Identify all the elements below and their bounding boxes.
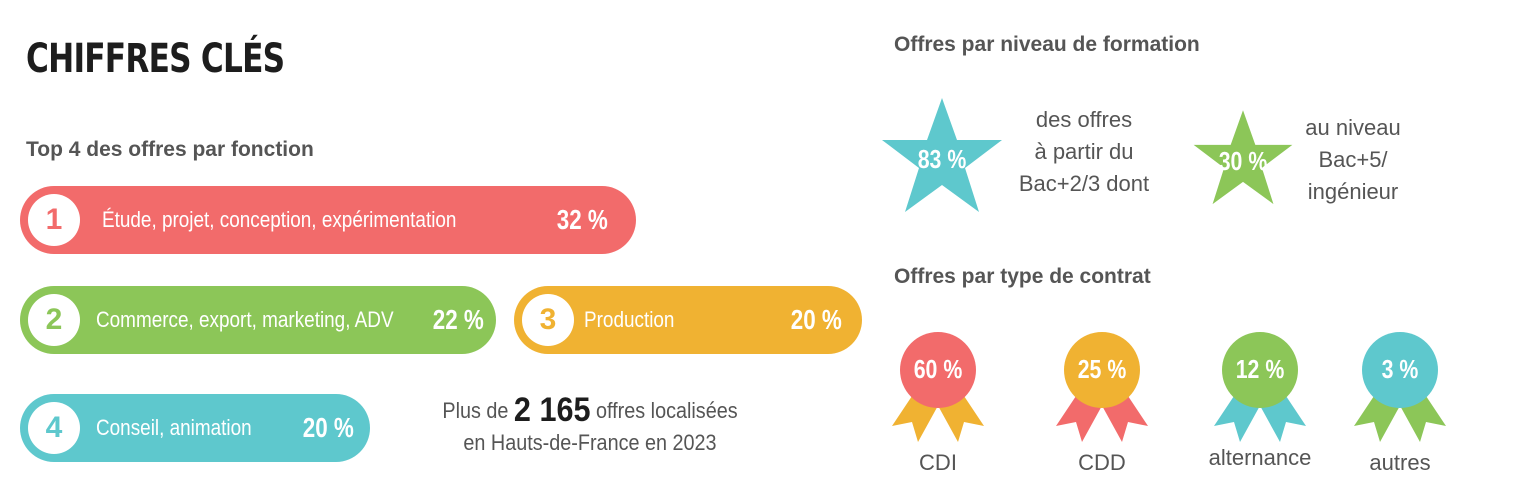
award-ribbon-icon [892, 332, 984, 442]
rank-badge: 3 [522, 294, 574, 346]
note-prefix: Plus de [442, 398, 509, 423]
contract-label: autres [1369, 450, 1431, 475]
contract-badge-autres: 3 % [1340, 330, 1460, 480]
contract-badge-cdi: 60 % [878, 330, 998, 480]
contract-badge-cdd: 25 % [1042, 330, 1162, 480]
function-percent: 32 % [556, 204, 608, 235]
award-ribbon-icon [1354, 332, 1446, 442]
page-title: CHIFFRES CLÉS [26, 36, 285, 82]
star-text-line: des offres [1035, 107, 1133, 132]
star-83-text: des offres à partir du Bac+2/3 dont [1010, 104, 1158, 200]
star-83: 83 % [880, 96, 1004, 216]
star-icon [882, 98, 1002, 212]
function-label: Commerce, export, marketing, ADV [96, 307, 394, 332]
rank-badge: 1 [28, 194, 80, 246]
function-item-3: 3 Production 20 % [514, 286, 862, 354]
function-percent: 20 % [302, 412, 354, 443]
contract-badge-alternance: 12 % [1200, 330, 1320, 480]
note-suffix: offres localisées [596, 398, 738, 423]
contract-percent: 60 % [913, 354, 963, 384]
contract-label: CDD [1078, 450, 1126, 475]
contract-label: CDI [919, 450, 957, 475]
note-line2: en Hauts-de-France en 2023 [463, 430, 717, 455]
function-percent: 20 % [790, 304, 842, 335]
star-text-line: au niveau [1305, 115, 1401, 140]
function-label: Production [584, 307, 675, 332]
contracts-title: Offres par type de contrat [894, 265, 1151, 288]
star-percent: 83 % [917, 144, 967, 174]
star-text-line: à partir du [1034, 139, 1134, 164]
rank-badge: 4 [28, 402, 80, 454]
award-ribbon-icon [1056, 332, 1148, 442]
offers-count: 2 165 [513, 391, 591, 429]
star-percent: 30 % [1218, 146, 1268, 176]
function-label: Conseil, animation [96, 415, 252, 440]
function-item-2: 2 Commerce, export, marketing, ADV 22 % [20, 286, 496, 354]
rank-badge: 2 [28, 294, 80, 346]
star-icon [1193, 110, 1293, 205]
functions-title: Top 4 des offres par fonction [26, 138, 314, 161]
function-item-1: 1 Étude, projet, conception, expérimenta… [20, 186, 636, 254]
star-text-line: Bac+2/3 dont [1018, 171, 1150, 196]
star-text-line: ingénieur [1307, 179, 1399, 204]
function-percent: 22 % [432, 304, 484, 335]
star-30-text: au niveau Bac+5/ ingénieur [1290, 112, 1416, 208]
function-item-4: 4 Conseil, animation 20 % [20, 394, 370, 462]
contract-percent: 25 % [1077, 354, 1127, 384]
contract-percent: 3 % [1381, 354, 1419, 384]
function-label: Étude, projet, conception, expérimentati… [102, 207, 457, 232]
star-text-line: Bac+5/ [1318, 147, 1388, 172]
award-ribbon-icon [1214, 332, 1306, 442]
contract-percent: 12 % [1235, 354, 1285, 384]
formation-title: Offres par niveau de formation [894, 33, 1200, 56]
contract-label: alternance [1208, 445, 1312, 470]
star-30: 30 % [1192, 108, 1294, 208]
offers-total-note: Plus de 2 165 offres localisées en Hauts… [410, 391, 770, 459]
